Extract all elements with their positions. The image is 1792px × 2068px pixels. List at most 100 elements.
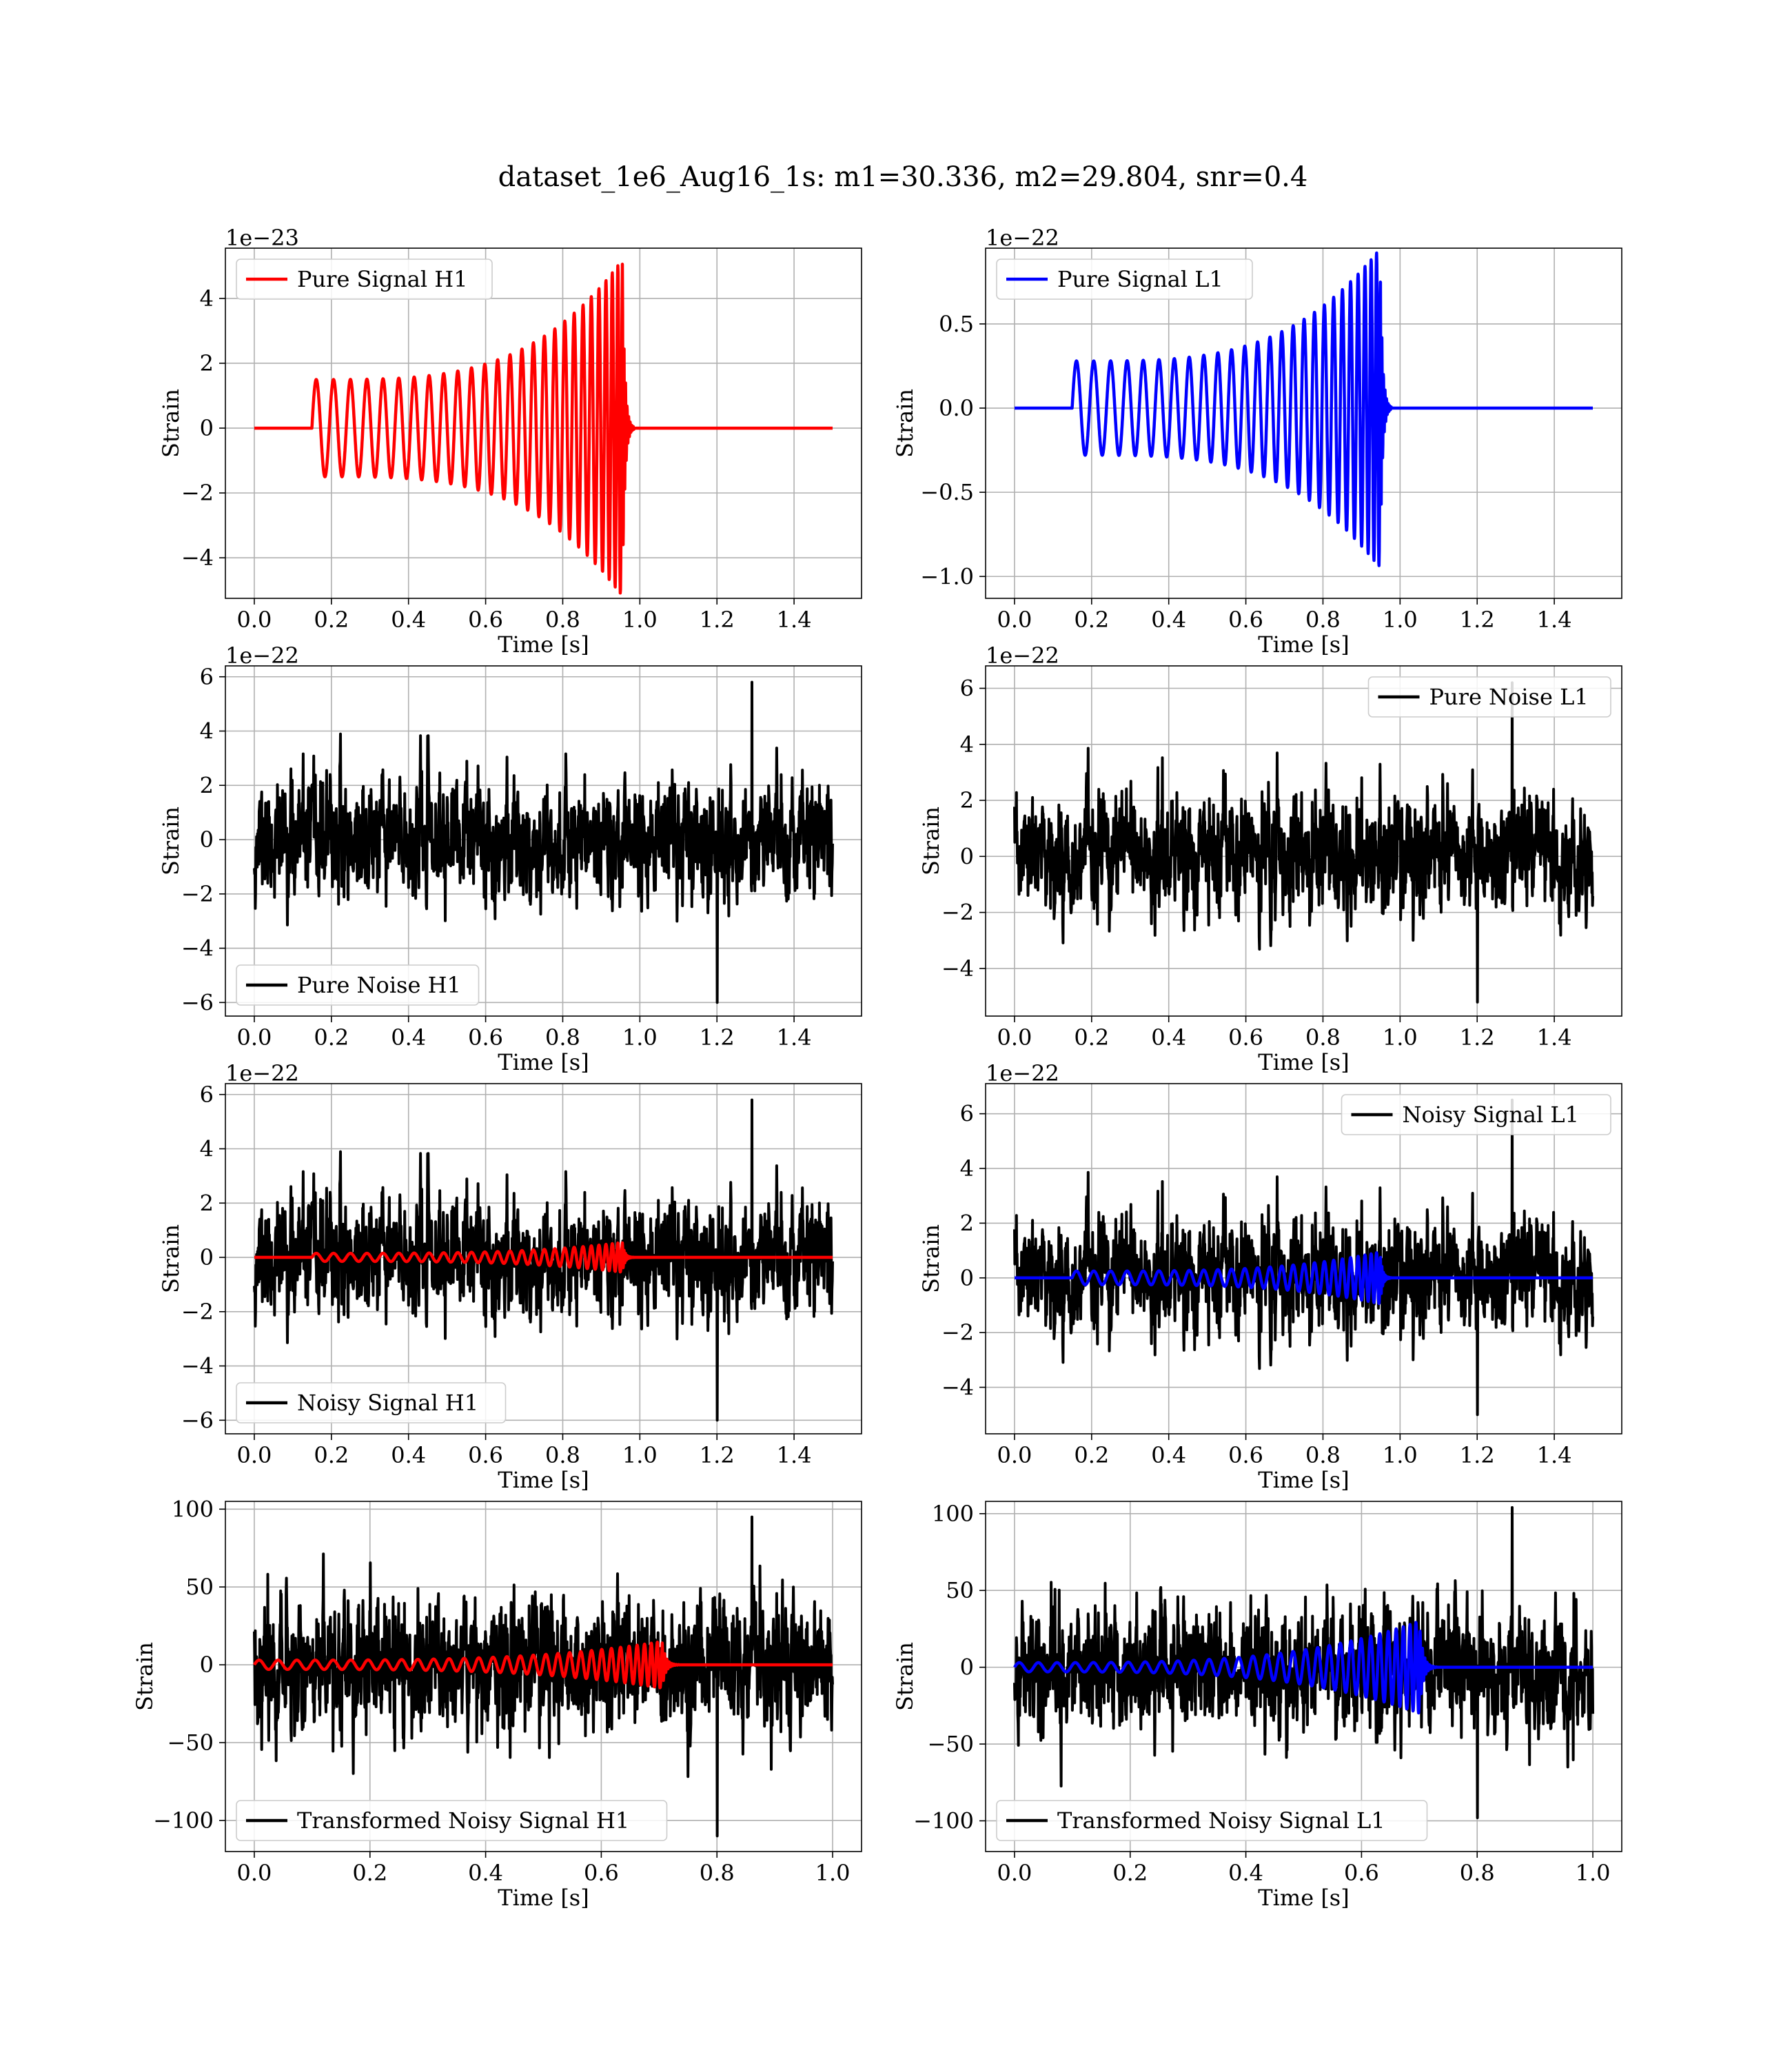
x-tick-label: 0.4 xyxy=(391,1024,426,1051)
y-tick-label: 2 xyxy=(200,772,214,798)
x-tick-label: 0.0 xyxy=(237,1024,272,1051)
noisy-signal-l1-line xyxy=(1013,1098,1594,1417)
transformed-noisy-signal-l1-line xyxy=(1013,1506,1594,1819)
x-tick-label: 0.4 xyxy=(1151,1024,1186,1051)
y-tick-label: −50 xyxy=(927,1731,974,1757)
y-tick-label: −4 xyxy=(181,545,214,571)
y-tick-label: −50 xyxy=(167,1730,214,1756)
offset-text: 1e−22 xyxy=(986,1060,1059,1086)
y-tick-label: 4 xyxy=(960,731,974,758)
y-tick-label: −0.5 xyxy=(920,479,974,505)
x-tick-label: 0.2 xyxy=(314,1024,349,1051)
x-tick-label: 1.2 xyxy=(1460,1024,1495,1051)
y-tick-label: 0 xyxy=(960,1654,974,1681)
x-tick-label: 0.8 xyxy=(545,607,580,633)
y-tick-label: −6 xyxy=(181,989,214,1015)
y-tick-label: 50 xyxy=(946,1577,974,1603)
legend-box xyxy=(996,1800,1428,1841)
pure-noise-h1-panel: 0.0 0.2 0.4 0.6 0.8 1.0 1.2 1.4 −6 −4 −2 0 2 4 6 Time [… xyxy=(158,642,862,1075)
y-tick-label: 2 xyxy=(200,350,214,376)
offset-text: 1e−22 xyxy=(986,642,1059,669)
legend-label: Noisy Signal L1 xyxy=(1403,1102,1580,1128)
y-tick-label: −1.0 xyxy=(920,563,974,589)
y-tick-label: 2 xyxy=(960,1210,974,1236)
y-tick-label: 0 xyxy=(200,1652,214,1678)
y-tick-label: 2 xyxy=(960,787,974,813)
y-tick-label: 0 xyxy=(200,827,214,853)
x-axis-label: Time [s] xyxy=(498,1049,589,1075)
x-tick-label: 1.2 xyxy=(1460,1442,1495,1468)
axes-frame xyxy=(985,1083,1622,1435)
x-tick-label: 1.4 xyxy=(1537,1024,1572,1051)
y-tick-label: 4 xyxy=(200,718,214,744)
legend-label: Transformed Noisy Signal H1 xyxy=(297,1807,629,1834)
noisy-signal-l1-panel: 0.0 0.2 0.4 0.6 0.8 1.0 1.2 1.4 −4 −2 0 2 4 6 Time [s]… xyxy=(918,1060,1622,1493)
noisy-signal-h1-line xyxy=(253,1098,834,1422)
legend-box xyxy=(236,1382,507,1423)
noisy-signal-h1-panel: 0.0 0.2 0.4 0.6 0.8 1.0 1.2 1.4 −6 −4 −2 0 2 4 6 Time [… xyxy=(158,1060,862,1493)
x-tick-label: 0.0 xyxy=(237,1860,272,1886)
legend-label: Transformed Noisy Signal L1 xyxy=(1057,1807,1385,1834)
x-tick-label: 0.4 xyxy=(391,607,426,633)
x-tick-label: 0.6 xyxy=(468,1024,503,1051)
x-tick-label: 0.6 xyxy=(1228,1024,1263,1051)
y-tick-label: 0 xyxy=(960,1265,974,1291)
offset-text: 1e−22 xyxy=(225,642,299,669)
legend-box xyxy=(1367,676,1611,718)
axes-frame xyxy=(985,247,1622,599)
x-axis-label: Time [s] xyxy=(1258,1467,1349,1493)
y-tick-label: 100 xyxy=(172,1496,214,1522)
x-axis-label: Time [s] xyxy=(1258,1049,1349,1075)
x-axis-label: Time [s] xyxy=(1258,1885,1349,1911)
y-tick-label: 0.0 xyxy=(939,395,974,421)
pure-signal-l1-line xyxy=(1013,251,1594,567)
noisy-signal-l1-overlay-line xyxy=(1013,1251,1594,1306)
legend-box xyxy=(1341,1094,1611,1135)
x-tick-label: 1.4 xyxy=(1537,607,1572,633)
x-tick-label: 0.2 xyxy=(1074,1442,1109,1468)
x-tick-label: 0.4 xyxy=(468,1860,503,1886)
y-tick-label: −4 xyxy=(941,955,974,982)
x-tick-label: 0.6 xyxy=(1344,1860,1379,1886)
pure-noise-h1-line xyxy=(253,680,834,1004)
legend-label: Pure Noise L1 xyxy=(1429,684,1589,710)
y-tick-label: 0 xyxy=(200,1244,214,1270)
y-tick-label: 0 xyxy=(960,843,974,869)
y-axis-label: Strain xyxy=(158,389,184,458)
y-tick-label: −2 xyxy=(181,480,214,506)
x-tick-label: 0.6 xyxy=(584,1860,619,1886)
pure-signal-l1-panel: 0.0 0.2 0.4 0.6 0.8 1.0 1.2 1.4 −1.0 −0.5 0.0 0.5 Ti… xyxy=(892,225,1622,658)
legend-label: Pure Signal L1 xyxy=(1057,266,1223,292)
y-tick-label: 6 xyxy=(200,664,214,690)
legend: Pure Signal H1 xyxy=(236,258,493,300)
transformed-noisy-signal-h1-overlay-line xyxy=(252,1641,834,1690)
legend: Noisy Signal L1 xyxy=(1341,1094,1611,1135)
axes-frame xyxy=(985,665,1622,1017)
x-tick-label: 0.6 xyxy=(468,1442,503,1468)
y-axis-label: Strain xyxy=(158,807,184,875)
y-axis-label: Strain xyxy=(158,1224,184,1293)
y-tick-label: −2 xyxy=(941,1319,974,1346)
pure-signal-h1-panel: 0.0 0.2 0.4 0.6 0.8 1.0 1.2 1.4 −4 −2 0 2 4 Time [s] S… xyxy=(158,225,862,658)
y-tick-label: −6 xyxy=(181,1407,214,1433)
legend-box xyxy=(236,964,480,1006)
x-tick-label: 1.4 xyxy=(1537,1442,1572,1468)
x-tick-label: 1.0 xyxy=(622,1442,658,1468)
legend: Pure Noise L1 xyxy=(1367,676,1611,718)
y-tick-label: 4 xyxy=(200,1136,214,1162)
offset-text: 1e−22 xyxy=(225,1060,299,1086)
x-tick-label: 1.2 xyxy=(1460,607,1495,633)
legend-label: Pure Signal H1 xyxy=(297,266,468,292)
y-axis-label: Strain xyxy=(918,1224,944,1293)
x-axis-label: Time [s] xyxy=(498,1885,589,1911)
axes-frame xyxy=(225,1501,862,1852)
legend-box xyxy=(236,1800,668,1841)
pure-noise-l1-panel: 0.0 0.2 0.4 0.6 0.8 1.0 1.2 1.4 −4 −2 0 2 4 6 Time [s]… xyxy=(918,642,1622,1075)
x-tick-label: 0.8 xyxy=(1460,1860,1495,1886)
x-tick-label: 0.8 xyxy=(545,1442,580,1468)
offset-text: 1e−22 xyxy=(986,225,1059,251)
axes-frame xyxy=(985,1501,1622,1852)
x-axis-label: Time [s] xyxy=(498,1467,589,1493)
x-tick-label: 1.0 xyxy=(622,1024,658,1051)
y-tick-label: −4 xyxy=(181,1353,214,1379)
